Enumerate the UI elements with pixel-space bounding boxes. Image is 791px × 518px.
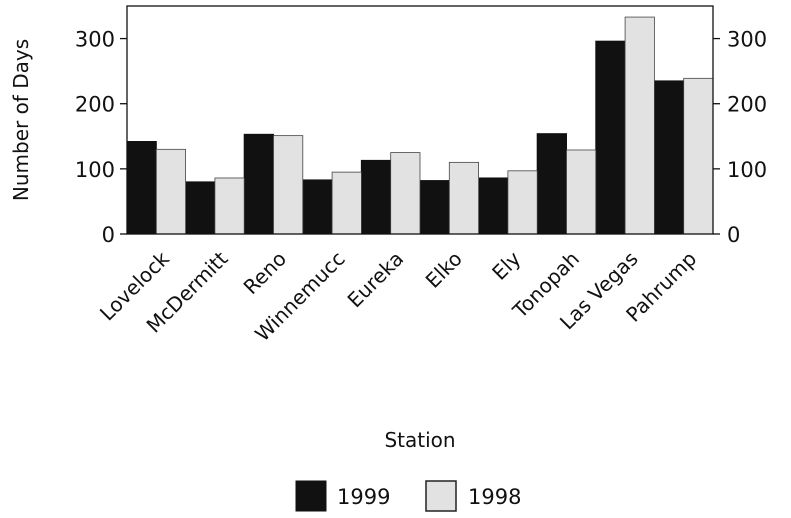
x-axis-title: Station: [384, 428, 455, 452]
legend-swatch-1999: [295, 480, 327, 512]
bar-1998-las-vegas: [624, 16, 655, 235]
y-tick-label-right-100: 100: [727, 158, 767, 182]
bar-1999-eureka: [360, 159, 392, 235]
y-tick-label-left-0: 0: [102, 223, 115, 247]
x-tick-label-ely: Ely: [487, 246, 525, 284]
bar-1998-winnemucc: [331, 171, 362, 235]
y-tick-label-right-0: 0: [727, 223, 740, 247]
bar-1999-elko: [419, 180, 450, 235]
legend-label-1998: 1998: [468, 485, 521, 509]
bar-1998-tonopah: [566, 149, 597, 235]
y-tick-label-right-300: 300: [727, 28, 767, 52]
bar-1998-reno: [273, 135, 304, 235]
bar-1998-pahrump: [683, 77, 714, 235]
bar-1999-lovelock: [126, 141, 157, 235]
bar-1998-eureka: [390, 152, 421, 235]
bar-1998-lovelock: [155, 148, 187, 235]
legend-label-1999: 1999: [337, 485, 390, 509]
bar-1999-winnemucc: [302, 179, 333, 235]
bar-1999-pahrump: [653, 80, 685, 235]
bar-1998-elko: [448, 161, 479, 235]
bar-1999-ely: [478, 177, 509, 235]
y-axis-title: Number of Days: [9, 39, 33, 201]
plot-frame: [126, 5, 714, 235]
y-tick-label-left-100: 100: [75, 158, 115, 182]
legend-swatch-1998: [425, 480, 457, 512]
bar-1999-tonopah: [536, 133, 568, 235]
bar-1998-ely: [507, 170, 538, 235]
bar-1999-reno: [243, 133, 274, 235]
x-tick-label-reno: Reno: [239, 247, 291, 299]
y-tick-label-left-300: 300: [75, 28, 115, 52]
x-tick-label-eureka: Eureka: [343, 247, 409, 313]
y-tick-label-right-200: 200: [727, 93, 767, 117]
y-tick-label-left-200: 200: [75, 93, 115, 117]
bar-1998-mcdermitt: [214, 177, 245, 235]
x-tick-label-elko: Elko: [421, 247, 467, 293]
bar-1999-mcdermitt: [185, 181, 216, 235]
bar-1999-las-vegas: [595, 40, 626, 235]
legend: 1999 1998: [295, 480, 521, 512]
